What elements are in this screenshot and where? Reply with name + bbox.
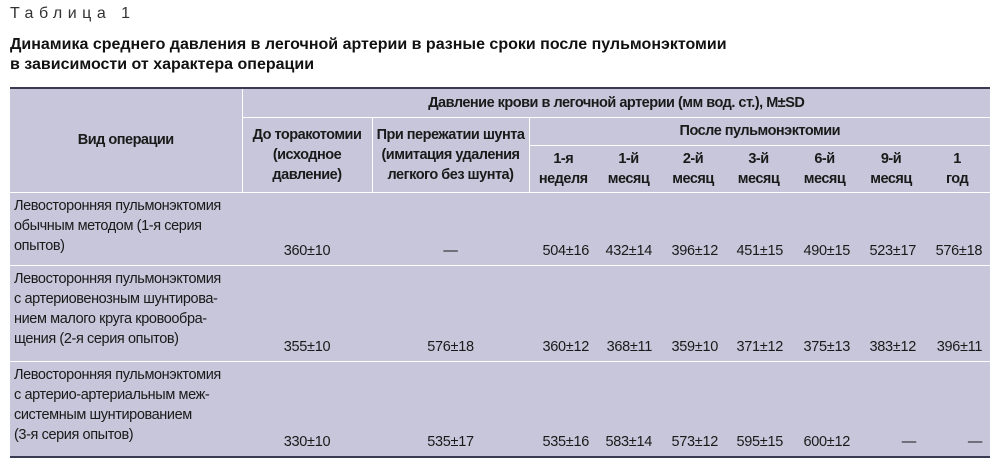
table-title-line: в зависимости от характера операции (10, 56, 315, 73)
header-pressure-group: Давление крови в легочной артерии (мм во… (241, 89, 991, 118)
header-operation-type: Вид операции (10, 89, 242, 193)
period-value-cell: — (924, 360, 991, 456)
period-value-cell: 359±10 (660, 264, 726, 361)
table-row: Левосторонняя пульмонэктомия с артерио-а… (10, 360, 991, 456)
period-value-cell: 396±12 (660, 191, 726, 265)
period-value-cell: 360±12 (529, 264, 597, 361)
header-shunt-clamp: При пережатии шунта (имитация удаления л… (371, 117, 529, 193)
period-value-cell: 451±15 (726, 191, 791, 265)
operation-cell: Левосторонняя пульмонэктомия обычным мет… (10, 191, 242, 265)
header-after-pneumonectomy: После пульмонэктомии (528, 117, 991, 146)
header-period: 6-й месяц (791, 145, 858, 193)
operation-cell: Левосторонняя пульмонэктомия с артериове… (10, 264, 242, 361)
table-title-line: Динамика среднего давления в легочной ар… (10, 36, 727, 53)
period-value-cell: 375±13 (791, 264, 858, 361)
period-value-cell: 490±15 (791, 191, 858, 265)
before-value-cell: 355±10 (242, 264, 372, 361)
header-before-thoracotomy: До торакотомии (исходное давление) (241, 117, 372, 193)
before-value-cell: 360±10 (242, 191, 372, 265)
period-value-cell: 368±11 (597, 264, 660, 361)
table-row: Левосторонняя пульмонэктомия с артериове… (10, 264, 991, 361)
period-value-cell: 371±12 (726, 264, 791, 361)
header-row: Вид операции Давление крови в легочной а… (10, 89, 991, 193)
header-period: 2-й месяц (660, 145, 726, 193)
operation-cell: Левосторонняя пульмонэктомия с артерио-а… (10, 360, 242, 456)
before-value-cell: 330±10 (242, 360, 372, 456)
period-value-cell: 523±17 (858, 191, 924, 265)
clamp-value-cell: 535±17 (372, 360, 529, 456)
period-value-cell: 396±11 (924, 264, 991, 361)
table-row: Левосторонняя пульмонэктомия обычным мет… (10, 191, 991, 265)
table-label: Таблица 1 (10, 5, 136, 22)
period-value-cell: — (858, 360, 924, 456)
clamp-value-cell: — (372, 191, 529, 265)
period-value-cell: 383±12 (858, 264, 924, 361)
period-value-cell: 595±15 (726, 360, 791, 456)
period-value-cell: 583±14 (597, 360, 660, 456)
header-period: 3-й месяц (726, 145, 791, 193)
header-period: 1 год (924, 145, 991, 193)
data-table: Вид операции Давление крови в легочной а… (10, 89, 991, 456)
header-period: 9-й месяц (858, 145, 924, 193)
period-value-cell: 432±14 (597, 191, 660, 265)
header-row: До торакотомии (исходное давление) При п… (10, 117, 991, 193)
clamp-value-cell: 576±18 (372, 264, 529, 361)
period-value-cell: 573±12 (660, 360, 726, 456)
table-title: Динамика среднего давления в легочной ар… (10, 35, 990, 75)
period-value-cell: 535±16 (529, 360, 597, 456)
header-period: 1-й месяц (597, 145, 660, 193)
header-period: 1-я неделя (528, 145, 597, 193)
period-value-cell: 576±18 (924, 191, 991, 265)
data-table-container: Вид операции Давление крови в легочной а… (10, 87, 991, 458)
period-value-cell: 504±16 (529, 191, 597, 265)
period-value-cell: 600±12 (791, 360, 858, 456)
